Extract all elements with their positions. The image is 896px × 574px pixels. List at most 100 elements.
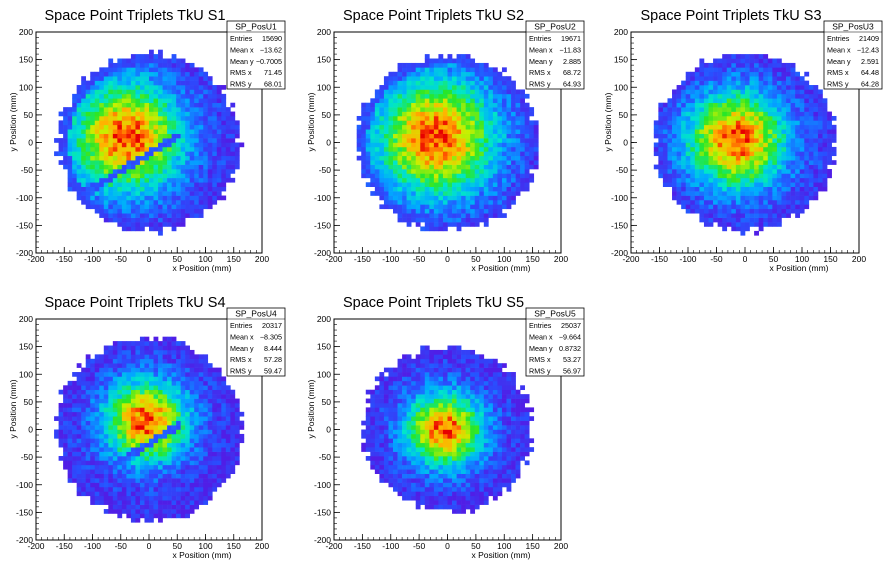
heatmap-cell	[827, 111, 832, 117]
heatmap-cell	[813, 191, 819, 196]
heatmap-cell	[158, 500, 163, 505]
heatmap-cell	[121, 146, 127, 152]
heatmap-cell	[452, 177, 457, 183]
heatmap-cell	[772, 102, 778, 108]
heatmap-cell	[694, 67, 700, 73]
heatmap-cell	[703, 129, 709, 134]
heatmap-cell	[108, 124, 114, 130]
heatmap-cell	[452, 182, 457, 187]
chart-title: Space Point Triplets TkU S3	[640, 8, 821, 24]
heatmap-cell	[221, 133, 227, 139]
heatmap-cell	[483, 222, 489, 227]
heatmap-cell	[130, 425, 136, 430]
heatmap-cell	[429, 129, 435, 134]
heatmap-cell	[465, 115, 471, 121]
heatmap-cell	[153, 107, 159, 112]
heatmap-cell	[126, 146, 132, 152]
heatmap-cell	[790, 199, 796, 205]
heatmap-cell	[149, 486, 154, 492]
heatmap-cell	[121, 155, 127, 161]
heatmap-cell	[94, 372, 100, 377]
heatmap-cell	[171, 133, 177, 139]
heatmap-cell	[781, 160, 787, 165]
heatmap-cell	[379, 102, 385, 108]
heatmap-cell	[158, 385, 163, 391]
heatmap-cell	[456, 80, 462, 86]
heatmap-cell	[108, 420, 114, 426]
heatmap-cell	[506, 102, 512, 108]
heatmap-cell	[497, 195, 503, 201]
heatmap-cell	[722, 199, 728, 205]
heatmap-cell	[383, 182, 389, 187]
heatmap-cell	[108, 456, 114, 461]
heatmap-cell	[524, 115, 530, 121]
heatmap-cell	[153, 407, 159, 413]
heatmap-cell	[90, 102, 96, 108]
heatmap-cell	[411, 195, 417, 201]
heatmap-cell	[135, 363, 141, 368]
heatmap-cell	[90, 89, 96, 95]
heatmap-cell	[99, 208, 105, 214]
heatmap-cell	[690, 102, 696, 108]
heatmap-cell	[198, 129, 204, 134]
heatmap-cell	[483, 155, 489, 161]
heatmap-cell	[112, 354, 118, 360]
heatmap-cell	[447, 195, 453, 201]
heatmap-cell	[790, 208, 796, 214]
heatmap-cell	[153, 138, 159, 143]
heatmap-cell	[763, 182, 769, 187]
heatmap-cell	[126, 124, 132, 130]
heatmap-cell	[85, 80, 91, 86]
heatmap-cell	[103, 76, 109, 81]
heatmap-cell	[479, 71, 485, 77]
heatmap-cell	[234, 155, 240, 161]
heatmap-cell	[158, 107, 163, 112]
heatmap-cell	[153, 451, 159, 457]
heatmap-cell	[162, 491, 168, 497]
heatmap-cell	[144, 71, 150, 77]
heatmap-cell	[420, 191, 426, 196]
heatmap-cell	[781, 164, 787, 170]
heatmap-cell	[456, 213, 462, 218]
heatmap-cell	[763, 80, 769, 86]
heatmap-cell	[112, 129, 118, 134]
heatmap-cell	[176, 186, 181, 192]
heatmap-cell	[149, 438, 154, 444]
heatmap-cell	[461, 204, 466, 210]
heatmap-cell	[690, 151, 696, 157]
heatmap-cell	[781, 133, 787, 139]
heatmap-cell	[94, 155, 100, 161]
heatmap-cell	[158, 49, 163, 55]
heatmap-cell	[112, 491, 118, 497]
heatmap-cell	[103, 124, 109, 130]
heatmap-cell	[781, 80, 787, 86]
heatmap-cell	[121, 482, 127, 488]
heatmap-cell	[67, 164, 73, 170]
heatmap-cell	[393, 138, 398, 143]
heatmap-cell	[63, 142, 68, 148]
heatmap-cell	[776, 62, 782, 68]
heatmap-cell	[374, 142, 380, 148]
heatmap-cell	[85, 164, 91, 170]
heatmap-cell	[144, 438, 150, 444]
heatmap-cell	[171, 120, 177, 126]
heatmap-cell	[388, 124, 394, 130]
heatmap-cell	[198, 80, 204, 86]
heatmap-cell	[117, 349, 123, 355]
heatmap-cell	[185, 142, 190, 148]
stats-value: 2.591	[861, 57, 879, 66]
heatmap-cell	[144, 451, 150, 457]
heatmap-cell	[167, 169, 172, 174]
heatmap-cell	[699, 115, 705, 121]
heatmap-cell	[699, 93, 705, 99]
heatmap-cell	[144, 186, 150, 192]
heatmap-cell	[745, 177, 750, 183]
heatmap-cell	[117, 429, 123, 435]
heatmap-cell	[85, 146, 91, 152]
heatmap-cell	[383, 151, 389, 157]
heatmap-cell	[447, 107, 453, 112]
heatmap-cell	[144, 138, 150, 143]
heatmap-cell	[81, 411, 87, 417]
heatmap-cell	[216, 111, 222, 117]
heatmap-cell	[488, 155, 494, 161]
